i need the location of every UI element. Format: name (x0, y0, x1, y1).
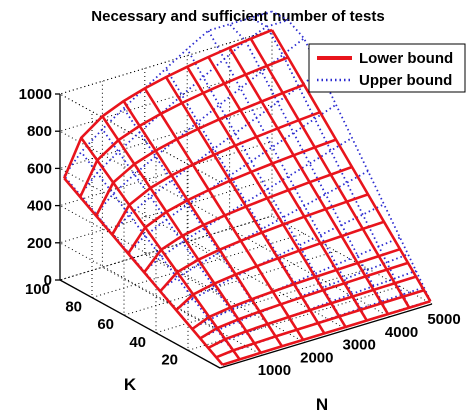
lower-bound-mesh-n (249, 38, 411, 309)
z-tick-label: 400 (27, 198, 52, 215)
n-axis-line (219, 303, 433, 369)
k-axis-line (59, 279, 221, 369)
n-gridline (144, 68, 306, 343)
upper-bound-mesh-k (175, 203, 385, 311)
z-tick-label: 600 (27, 160, 52, 177)
upper-bound-mesh-k (127, 103, 337, 253)
z-tick-label: 200 (27, 235, 52, 252)
upper-bound-mesh-n (122, 107, 283, 347)
lower-bound-mesh-n (228, 47, 390, 315)
z-gridline (58, 178, 273, 332)
n-tick-label: 2000 (300, 349, 333, 366)
z-gridline (58, 141, 273, 295)
upper-bound-mesh-k (63, 10, 273, 177)
lower-bound-mesh-n (143, 87, 305, 341)
lower-bound-mesh-n (101, 115, 262, 354)
n-tick-label: 1000 (258, 362, 291, 379)
lower-bound-mesh-n (80, 137, 241, 361)
axes-box (58, 29, 433, 369)
lower-bound-mesh-n (63, 177, 224, 366)
z-tick-label: 0 (44, 272, 52, 289)
legend-label-lower: Lower bound (359, 50, 453, 67)
z-axis-ticks: 0 200 400 600 800 1000 (19, 86, 60, 289)
n-axis-label: N (316, 395, 328, 414)
z-gridline (58, 29, 273, 183)
upper-bound-mesh-n (250, 17, 411, 308)
n-tick-label: 5000 (427, 311, 460, 328)
lower-bound-mesh-n (186, 66, 347, 328)
lower-bound-surface (63, 28, 432, 367)
n-gridline (229, 42, 390, 318)
upper-bound-mesh-n (186, 48, 347, 328)
legend-box (308, 43, 466, 93)
z-tick-label: 800 (27, 123, 52, 140)
k-axis-label: K (124, 375, 137, 394)
lower-bound-mesh-n (164, 76, 326, 335)
legend: Lower bound Upper bound (308, 43, 466, 93)
lower-bound-mesh-n (207, 56, 368, 322)
k-tick-label: 80 (65, 299, 82, 316)
n-tick-label: 3000 (343, 337, 376, 354)
lower-bound-mesh-n (122, 100, 284, 348)
chart-title: Necessary and sufficient number of tests (91, 8, 384, 25)
z-tick-label: 1000 (19, 86, 52, 103)
box-top-edge (58, 29, 273, 183)
k-tick-label: 40 (129, 334, 146, 351)
k-tick-label: 20 (161, 351, 178, 368)
k-tick-label: 60 (97, 316, 114, 333)
z-gridline (58, 103, 273, 257)
k-axis-ticks: 20 40 60 80 100 (25, 281, 178, 368)
n-tick-label: 4000 (385, 324, 418, 341)
lower-bound-mesh-n (270, 29, 432, 302)
n-gridline (101, 81, 263, 356)
n-gridline (271, 30, 433, 305)
upper-bound-mesh-k (95, 37, 305, 215)
upper-bound-mesh-k (79, 19, 289, 196)
upper-bound-mesh-k (111, 70, 321, 234)
k-tick-label: 100 (25, 281, 50, 298)
z-gridline (58, 66, 273, 220)
legend-label-upper: Upper bound (359, 72, 452, 89)
n-axis-ticks: 1000 2000 3000 4000 5000 (258, 311, 461, 379)
